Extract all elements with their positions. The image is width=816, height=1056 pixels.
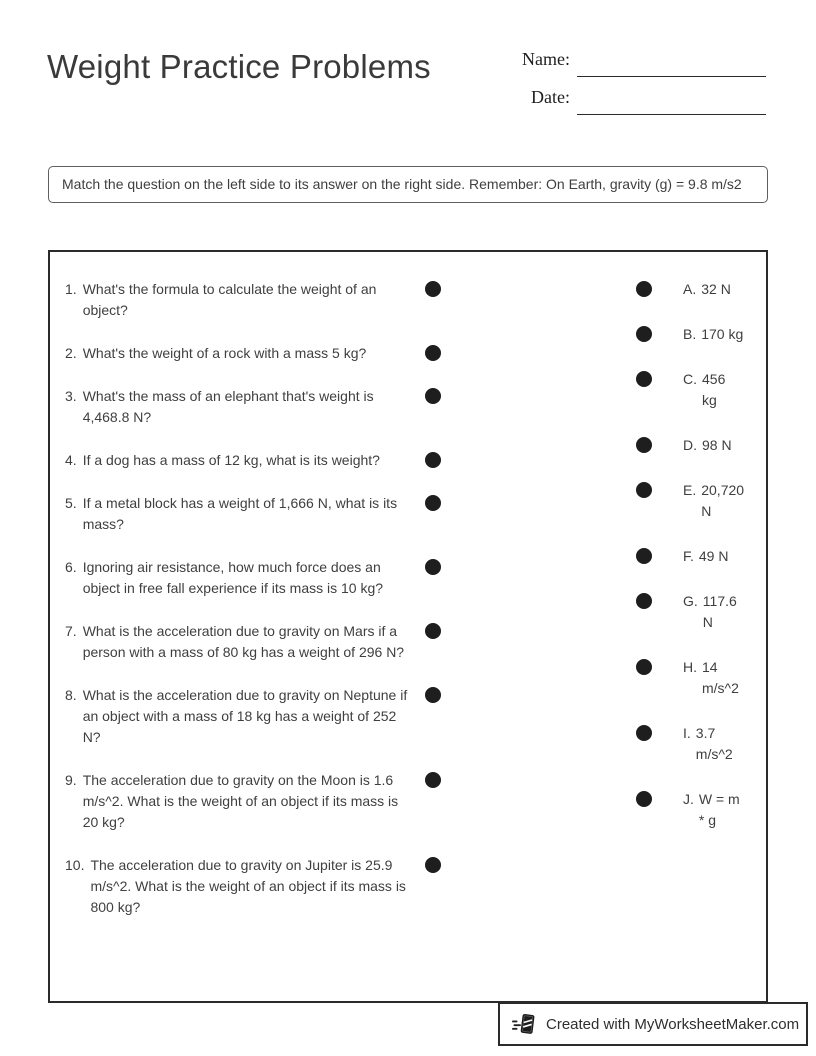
date-label: Date: [531, 87, 570, 107]
answer-text: 456 kg [702, 371, 726, 408]
answer-item: B. 170 kg [636, 324, 744, 345]
answer-item: A. 32 N [636, 279, 744, 300]
credit-box: Created with MyWorksheetMaker.com [498, 1002, 808, 1046]
answer-match-dot[interactable] [636, 548, 652, 564]
questions-column: 1. What's the formula to calculate the w… [65, 279, 441, 940]
answer-letter: E. [683, 482, 697, 498]
date-row: Date: [500, 87, 766, 115]
question-item: 10. The acceleration due to gravity on J… [65, 855, 441, 918]
answer-item: J. W = m * g [636, 789, 744, 831]
question-number: 8. [65, 687, 77, 703]
answer-match-dot[interactable] [636, 482, 652, 498]
answer-item: D. 98 N [636, 435, 744, 456]
question-number: 1. [65, 281, 77, 297]
question-item: 1. What's the formula to calculate the w… [65, 279, 441, 321]
answer-text: 32 N [701, 281, 731, 297]
question-text: What's the formula to calculate the weig… [82, 281, 377, 318]
question-match-dot[interactable] [425, 495, 441, 511]
question-text: What's the mass of an elephant that's we… [82, 388, 374, 425]
question-number: 3. [65, 388, 77, 404]
question-match-dot[interactable] [425, 559, 441, 575]
question-number: 5. [65, 495, 77, 511]
answer-match-dot[interactable] [636, 725, 652, 741]
answer-item: G. 117.6 N [636, 591, 744, 633]
question-text: What is the acceleration due to gravity … [82, 687, 408, 745]
question-match-dot[interactable] [425, 623, 441, 639]
answer-item: E. 20,720 N [636, 480, 744, 522]
answer-text: 98 N [702, 437, 732, 453]
question-match-dot[interactable] [425, 857, 441, 873]
name-row: Name: [500, 49, 766, 77]
question-text: What is the acceleration due to gravity … [82, 623, 405, 660]
answer-match-dot[interactable] [636, 281, 652, 297]
answer-text: 117.6 N [702, 593, 737, 630]
answer-letter: A. [683, 281, 697, 297]
question-number: 7. [65, 623, 77, 639]
answer-text: 170 kg [701, 326, 744, 342]
question-text: The acceleration due to gravity on Jupit… [90, 857, 406, 915]
answer-item: H. 14 m/s^2 [636, 657, 744, 699]
answer-match-dot[interactable] [636, 437, 652, 453]
answer-text: W = m * g [698, 791, 740, 828]
answer-letter: J. [683, 791, 694, 807]
answer-item: I. 3.7 m/s^2 [636, 723, 744, 765]
answer-match-dot[interactable] [636, 371, 652, 387]
question-number: 10. [65, 857, 85, 873]
question-item: 7. What is the acceleration due to gravi… [65, 621, 441, 663]
answer-letter: D. [683, 437, 697, 453]
name-fill-line[interactable] [577, 56, 766, 77]
instructions-text: Match the question on the left side to i… [62, 176, 742, 192]
question-item: 4. If a dog has a mass of 12 kg, what is… [65, 450, 441, 471]
question-match-dot[interactable] [425, 687, 441, 703]
question-item: 5. If a metal block has a weight of 1,66… [65, 493, 441, 535]
answer-text: 3.7 m/s^2 [695, 725, 733, 762]
question-item: 3. What's the mass of an elephant that's… [65, 386, 441, 428]
instructions-box: Match the question on the left side to i… [48, 166, 768, 203]
credit-text[interactable]: Created with MyWorksheetMaker.com [546, 1015, 800, 1033]
answer-text: 49 N [698, 548, 729, 564]
answer-letter: G. [683, 593, 698, 609]
answer-text: 14 m/s^2 [702, 659, 739, 696]
question-match-dot[interactable] [425, 388, 441, 404]
question-item: 6. Ignoring air resistance, how much for… [65, 557, 441, 599]
question-number: 6. [65, 559, 77, 575]
answer-letter: F. [683, 548, 694, 564]
question-text: What's the weight of a rock with a mass … [82, 345, 367, 361]
question-match-dot[interactable] [425, 281, 441, 297]
answer-letter: B. [683, 326, 697, 342]
question-text: Ignoring air resistance, how much force … [82, 559, 384, 596]
question-number: 2. [65, 345, 77, 361]
question-match-dot[interactable] [425, 345, 441, 361]
answer-letter: C. [683, 371, 697, 387]
answer-item: F. 49 N [636, 546, 744, 567]
question-match-dot[interactable] [425, 772, 441, 788]
date-fill-line[interactable] [577, 94, 766, 115]
question-text: The acceleration due to gravity on the M… [82, 772, 399, 830]
name-label: Name: [522, 49, 570, 69]
answer-match-dot[interactable] [636, 791, 652, 807]
answer-text: 20,720 N [701, 482, 745, 519]
page-title: Weight Practice Problems [47, 48, 431, 85]
question-text: If a metal block has a weight of 1,666 N… [82, 495, 398, 532]
question-item: 2. What's the weight of a rock with a ma… [65, 343, 441, 364]
question-number: 4. [65, 452, 77, 468]
question-item: 9. The acceleration due to gravity on th… [65, 770, 441, 833]
answer-match-dot[interactable] [636, 659, 652, 675]
answer-item: C. 456 kg [636, 369, 744, 411]
name-date-block: Name: Date: [500, 49, 766, 125]
answer-letter: I. [683, 725, 691, 741]
question-item: 8. What is the acceleration due to gravi… [65, 685, 441, 748]
answer-match-dot[interactable] [636, 593, 652, 609]
question-number: 9. [65, 772, 77, 788]
worksheet-maker-logo-icon [512, 1013, 535, 1034]
answer-match-dot[interactable] [636, 326, 652, 342]
answer-letter: H. [683, 659, 697, 675]
matching-exercise-box: 1. What's the formula to calculate the w… [48, 250, 768, 1003]
answers-column: A. 32 N B. 170 kg C. 456 kg D. 98 N E. 2… [636, 279, 744, 855]
question-match-dot[interactable] [425, 452, 441, 468]
question-text: If a dog has a mass of 12 kg, what is it… [82, 452, 380, 468]
